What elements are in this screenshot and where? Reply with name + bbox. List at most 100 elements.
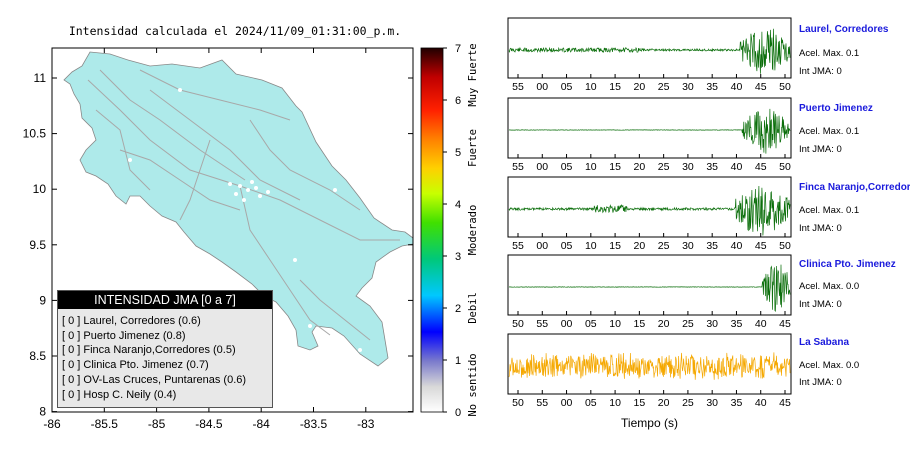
lon-tick-label: -83.5 <box>300 417 328 431</box>
station-acel: Acel. Max. 0.0 <box>799 281 860 292</box>
legend-header: INTENSIDAD JMA [0 a 7] <box>58 291 272 309</box>
waveform-trace <box>508 28 791 74</box>
lon-tick-label: -83 <box>357 417 375 431</box>
time-tick-label: 55 <box>536 397 548 409</box>
time-tick-label: 30 <box>682 81 694 93</box>
time-tick-label: 25 <box>658 240 670 252</box>
lat-tick-label: 10.5 <box>23 127 47 141</box>
waveform-frame <box>507 176 792 238</box>
station-int: Int JMA: 0 <box>799 299 842 310</box>
time-tick-label: 30 <box>706 318 718 330</box>
waveform-panel: 50 55 00 05 10 15 20 25 30 35 40 45 <box>507 254 792 330</box>
time-tick-label: 35 <box>706 240 718 252</box>
time-tick-label: 50 <box>512 318 524 330</box>
time-tick-label: 05 <box>585 397 597 409</box>
legend-item: [ 0 ] Laurel, Corredores (0.6) <box>62 315 201 327</box>
time-tick-label: 40 <box>731 240 743 252</box>
time-tick-label: 35 <box>706 81 718 93</box>
time-tick-label: 50 <box>779 81 791 93</box>
station-int: Int JMA: 0 <box>799 66 842 77</box>
station-int: Int JMA: 0 <box>799 144 842 155</box>
colorbar-category-label: No sentido <box>467 353 479 416</box>
time-tick-label: 15 <box>634 397 646 409</box>
time-tick-label: 55 <box>512 161 524 173</box>
time-tick-label: 20 <box>634 81 646 93</box>
station-name: Clinica Pto. Jimenez <box>799 259 896 270</box>
time-tick-label: 35 <box>731 397 743 409</box>
time-tick-label: 20 <box>658 318 670 330</box>
legend-item: [ 0 ] Puerto Jimenez (0.8) <box>62 329 186 342</box>
time-tick-label: 20 <box>634 161 646 173</box>
time-tick-label: 45 <box>755 240 767 252</box>
time-tick-label: 10 <box>585 240 597 252</box>
station-acel: Acel. Max. 0.0 <box>799 360 860 371</box>
waveform-trace <box>508 108 791 154</box>
station-name: Finca Naranjo,Corredores <box>799 182 910 193</box>
time-tick-label: 25 <box>658 81 670 93</box>
time-axis-label: Tiempo (s) <box>621 416 678 430</box>
time-tick-label: 00 <box>536 240 548 252</box>
colorbar-category-label: Debil <box>467 292 479 324</box>
legend-item: [ 0 ] OV-Las Cruces, Puntarenas (0.6) <box>62 373 247 386</box>
time-tick-label: 35 <box>706 161 718 173</box>
colorbar-categories: No sentido Debil Moderado Fuerte Muy Fuerte <box>467 43 479 416</box>
map-axis-ticks: -86 -85.5 -85 -84.5 -84 -83.5 -83 11 10.5 10 9.5 9 8… <box>23 48 413 431</box>
time-tick-label: 40 <box>731 81 743 93</box>
legend-item: [ 0 ] Clinica Pto. Jimenez (0.7) <box>62 359 209 372</box>
time-tick-label: 15 <box>634 318 646 330</box>
time-tick-label: 10 <box>585 161 597 173</box>
time-tick-label: 45 <box>755 161 767 173</box>
colorbar-tick-label: 5 <box>455 147 461 159</box>
time-tick-label: 20 <box>658 397 670 409</box>
time-tick-label: 55 <box>512 240 524 252</box>
time-tick-label: 00 <box>536 81 548 93</box>
lat-tick-label: 8.5 <box>29 349 46 363</box>
time-tick-label: 55 <box>512 81 524 93</box>
station-acel: Acel. Max. 0.1 <box>799 126 860 137</box>
waveform-panel: 55 00 05 10 15 20 25 30 35 40 45 50 <box>507 17 792 93</box>
colorbar-category-label: Muy Fuerte <box>467 43 479 106</box>
station-acel: Acel. Max. 0.1 <box>799 205 860 216</box>
station-name: Laurel, Corredores <box>799 24 889 35</box>
intensity-colorbar <box>420 47 444 413</box>
map-title: Intensidad calculada el 2024/11/09_01:31… <box>68 24 402 38</box>
time-tick-label: 10 <box>585 81 597 93</box>
lat-tick-label: 9 <box>39 293 46 307</box>
legend: INTENSIDAD JMA [0 a 7] [ 0 ] Laurel, Cor… <box>57 290 273 408</box>
time-tick-label: 30 <box>682 240 694 252</box>
colorbar-tick-label: 1 <box>455 355 461 367</box>
time-tick-label: 30 <box>706 397 718 409</box>
lon-tick-label: -85.5 <box>91 417 119 431</box>
time-tick-label: 00 <box>561 397 573 409</box>
time-tick-label: 05 <box>561 240 573 252</box>
time-tick-label: 55 <box>536 318 548 330</box>
station-acel: Acel. Max. 0.1 <box>799 48 860 59</box>
colorbar-category-label: Fuerte <box>467 129 479 167</box>
time-tick-label: 20 <box>634 240 646 252</box>
time-tick-label: 25 <box>658 161 670 173</box>
legend-item: [ 0 ] Finca Naranjo,Corredores (0.5) <box>62 344 236 357</box>
road-network <box>87 69 400 341</box>
time-tick-label: 05 <box>561 161 573 173</box>
time-tick-label: 10 <box>609 397 621 409</box>
station-int: Int JMA: 0 <box>799 377 842 388</box>
time-tick-label: 05 <box>561 81 573 93</box>
time-tick-label: 00 <box>536 161 548 173</box>
time-tick-label: 25 <box>682 318 694 330</box>
time-tick-label: 15 <box>609 81 621 93</box>
lon-tick-label: -86 <box>43 417 61 431</box>
map-frame <box>51 47 414 413</box>
colorbar-category-label: Moderado <box>467 205 479 256</box>
waveform-panel: 55 00 05 10 15 20 25 30 35 40 45 50 <box>507 176 792 252</box>
waveform-panels: 55 00 05 10 15 20 25 30 35 40 45 50 55 00 05 10 15 20 25 30… <box>507 17 792 409</box>
time-tick-label: 45 <box>755 81 767 93</box>
colorbar-tick-label: 7 <box>455 43 461 55</box>
lat-tick-label: 10 <box>33 182 47 196</box>
time-tick-label: 40 <box>731 161 743 173</box>
legend-item: [ 0 ] Hosp C. Neily (0.4) <box>62 388 177 401</box>
time-tick-label: 25 <box>682 397 694 409</box>
waveform-trace <box>508 264 791 313</box>
waveform-trace <box>508 352 791 380</box>
lat-tick-label: 11 <box>34 71 47 85</box>
station-int: Int JMA: 0 <box>799 223 842 234</box>
